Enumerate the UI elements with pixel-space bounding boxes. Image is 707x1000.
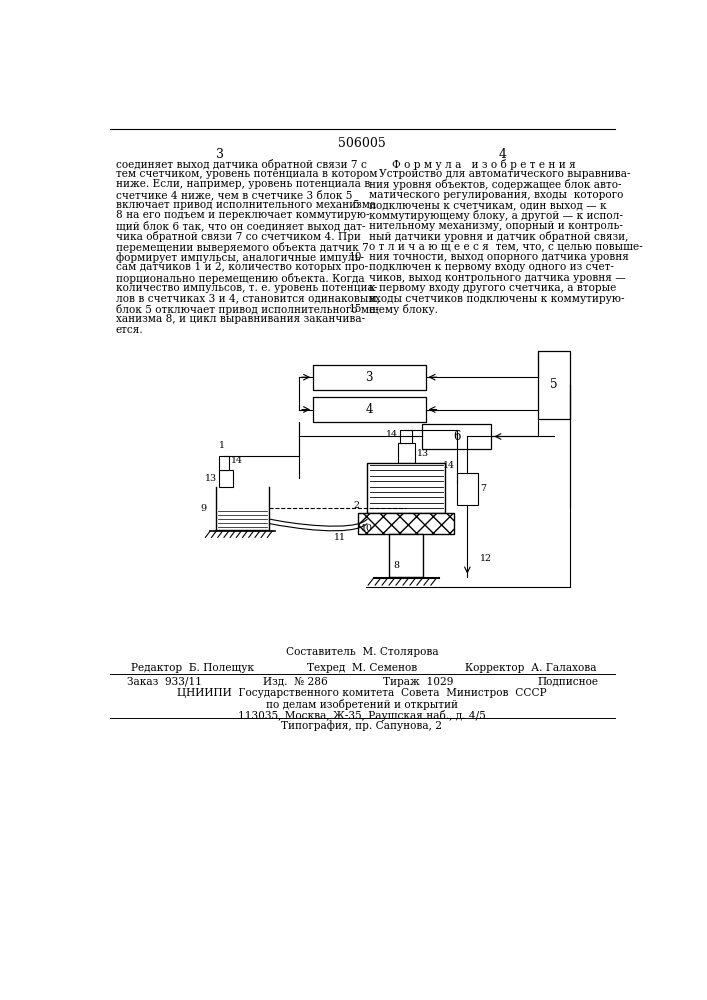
Text: 14: 14 <box>443 461 455 470</box>
Text: сам датчиков 1 и 2, количество которых про-: сам датчиков 1 и 2, количество которых п… <box>115 262 368 272</box>
Text: по делам изобретений и открытий: по делам изобретений и открытий <box>266 699 458 710</box>
Text: чика обратной связи 7 со счетчиком 4. При: чика обратной связи 7 со счетчиком 4. Пр… <box>115 231 361 242</box>
Text: 7: 7 <box>480 484 486 493</box>
Text: ЦНИИПИ  Государственного комитета  Совета  Министров  СССР: ЦНИИПИ Государственного комитета Совета … <box>177 688 547 698</box>
Text: ется.: ется. <box>115 325 144 335</box>
Text: 14: 14 <box>231 456 243 465</box>
Text: 5: 5 <box>352 200 359 210</box>
Text: коммутирующему блоку, а другой — к испол-: коммутирующему блоку, а другой — к испол… <box>369 210 623 221</box>
Text: нительному механизму, опорный и контроль-: нительному механизму, опорный и контроль… <box>369 221 623 231</box>
Text: о т л и ч а ю щ е е с я  тем, что, с целью повыше-: о т л и ч а ю щ е е с я тем, что, с цель… <box>369 242 643 252</box>
Text: Изд.  № 286: Изд. № 286 <box>263 677 327 687</box>
Bar <box>421 424 491 449</box>
Text: чиков, выход контрольного датчика уровня —: чиков, выход контрольного датчика уровня… <box>369 273 626 283</box>
Text: 15: 15 <box>349 304 363 314</box>
Text: Техред  М. Семенов: Техред М. Семенов <box>307 663 417 673</box>
Bar <box>313 365 426 389</box>
Text: блок 5 отключает привод исполнительного ме-: блок 5 отключает привод исполнительного … <box>115 304 378 315</box>
Text: Устройство для автоматического выравнива-: Устройство для автоматического выравнива… <box>369 169 631 179</box>
Text: ный датчики уровня и датчик обратной связи,: ный датчики уровня и датчик обратной свя… <box>369 231 629 242</box>
Text: к первому входу другого счетчика, а вторые: к первому входу другого счетчика, а втор… <box>369 283 617 293</box>
Text: подключен к первому входу одного из счет-: подключен к первому входу одного из счет… <box>369 262 614 272</box>
Text: 8 на его подъем и переключает коммутирую-: 8 на его подъем и переключает коммутирую… <box>115 210 369 220</box>
Bar <box>368 463 445 513</box>
Text: 4: 4 <box>366 403 373 416</box>
Text: количество импульсов, т. е. уровень потенциа-: количество импульсов, т. е. уровень поте… <box>115 283 377 293</box>
Text: 9: 9 <box>201 504 207 513</box>
Bar <box>389 534 423 577</box>
Text: 11: 11 <box>334 533 346 542</box>
Text: 5: 5 <box>551 378 558 391</box>
Text: 6: 6 <box>452 430 460 443</box>
Text: формирует импульсы, аналогичные импуль-: формирует импульсы, аналогичные импуль- <box>115 252 363 263</box>
Text: Составитель  М. Столярова: Составитель М. Столярова <box>286 647 438 657</box>
Text: Корректор  А. Галахова: Корректор А. Галахова <box>464 663 596 673</box>
Text: ния уровня объектов, содержащее блок авто-: ния уровня объектов, содержащее блок авт… <box>369 179 621 190</box>
Text: 13: 13 <box>205 474 217 483</box>
Text: Тираж  1029: Тираж 1029 <box>383 677 453 687</box>
Text: 8: 8 <box>394 561 399 570</box>
Text: перемещении выверяемого объекта датчик 7: перемещении выверяемого объекта датчик 7 <box>115 242 368 253</box>
Text: ханизма 8, и цикл выравнивания заканчива-: ханизма 8, и цикл выравнивания заканчива… <box>115 314 365 324</box>
Text: 3: 3 <box>216 148 224 161</box>
Text: входы счетчиков подключены к коммутирую-: входы счетчиков подключены к коммутирую- <box>369 294 624 304</box>
Text: Редактор  Б. Полещук: Редактор Б. Полещук <box>131 663 254 673</box>
Text: 113035, Москва, Ж-35, Раушская наб., д. 4/5: 113035, Москва, Ж-35, Раушская наб., д. … <box>238 710 486 721</box>
Text: счетчике 4 ниже, чем в счетчике 3 блок 5: счетчике 4 ниже, чем в счетчике 3 блок 5 <box>115 190 352 200</box>
Text: порционально перемещению объекта. Когда: порционально перемещению объекта. Когда <box>115 273 364 284</box>
Bar <box>218 456 230 470</box>
Text: 12: 12 <box>480 554 492 563</box>
Text: 506005: 506005 <box>338 137 386 150</box>
Text: 14: 14 <box>386 430 398 439</box>
Text: 10: 10 <box>361 524 373 533</box>
Text: лов в счетчиках 3 и 4, становится одинаковым,: лов в счетчиках 3 и 4, становится одинак… <box>115 294 380 304</box>
Text: подключены к счетчикам, один выход — к: подключены к счетчикам, один выход — к <box>369 200 607 210</box>
Text: 2: 2 <box>354 500 360 510</box>
Text: 1: 1 <box>219 441 226 450</box>
Text: 4: 4 <box>499 148 507 161</box>
Bar <box>538 351 571 419</box>
Text: матического регулирования, входы  которого: матического регулирования, входы которог… <box>369 190 624 200</box>
Text: Заказ  933/11: Заказ 933/11 <box>127 677 202 687</box>
Text: щему блоку.: щему блоку. <box>369 304 438 315</box>
Text: Ф о р м у л а   и з о б р е т е н и я: Ф о р м у л а и з о б р е т е н и я <box>392 158 575 169</box>
Text: 3: 3 <box>366 371 373 384</box>
Bar <box>398 443 416 463</box>
Text: щий блок 6 так, что он соединяет выход дат-: щий блок 6 так, что он соединяет выход д… <box>115 221 365 232</box>
Text: ниже. Если, например, уровень потенциала в: ниже. Если, например, уровень потенциала… <box>115 179 370 189</box>
Text: 10: 10 <box>349 252 363 262</box>
Bar <box>218 470 233 487</box>
Text: ния точности, выход опорного датчика уровня: ния точности, выход опорного датчика уро… <box>369 252 629 262</box>
Bar <box>400 430 412 443</box>
Bar <box>457 473 478 505</box>
Bar <box>358 513 454 534</box>
Text: включает привод исполнительного механизма: включает привод исполнительного механизм… <box>115 200 375 210</box>
Bar <box>313 397 426 422</box>
Text: Подписное: Подписное <box>537 677 598 687</box>
Text: 13: 13 <box>417 449 429 458</box>
Text: соединяет выход датчика обратной связи 7 с: соединяет выход датчика обратной связи 7… <box>115 158 366 169</box>
Text: тем счетчиком, уровень потенциала в котором: тем счетчиком, уровень потенциала в кото… <box>115 169 377 179</box>
Text: Типография, пр. Сапунова, 2: Типография, пр. Сапунова, 2 <box>281 721 443 731</box>
